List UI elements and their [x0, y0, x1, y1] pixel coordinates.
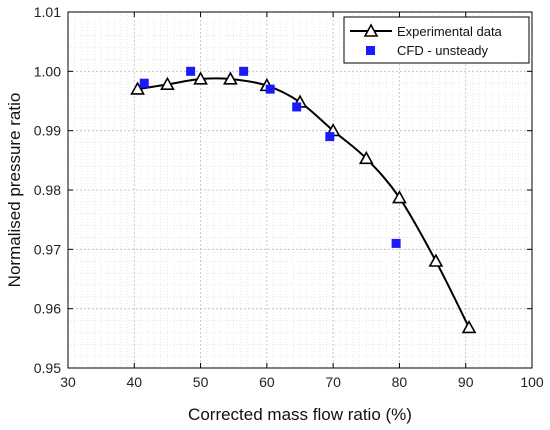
x-tick-label: 30 [60, 374, 76, 390]
series-layer [130, 66, 477, 334]
experimental-point [130, 81, 145, 95]
legend-triangle-marker [363, 23, 379, 37]
x-tick-label: 40 [126, 374, 142, 390]
y-axis-title: Normalised pressure ratio [5, 93, 24, 288]
y-tick-label: 1.00 [34, 63, 61, 79]
x-axis-title: Corrected mass flow ratio (%) [188, 405, 412, 424]
legend-box [343, 16, 530, 64]
x-tick-label: 100 [520, 374, 544, 390]
legend-label-cfd: CFD - unsteady [397, 43, 489, 58]
experimental-point [193, 71, 208, 85]
y-tick-label: 0.96 [34, 301, 61, 317]
cfd-point [325, 132, 335, 142]
legend-square-marker [366, 46, 375, 55]
legend-label-experimental: Experimental data [397, 24, 503, 39]
experimental-point [223, 71, 238, 85]
cfd-point [139, 78, 149, 88]
x-tick-label: 60 [259, 374, 275, 390]
y-tick-label: 0.99 [34, 123, 61, 139]
cfd-point [239, 66, 249, 76]
legend: Experimental data CFD - unsteady [343, 16, 530, 64]
cfd-point [292, 102, 302, 112]
cfd-point [265, 84, 275, 94]
experimental-point [160, 76, 175, 90]
y-tick-label: 0.97 [34, 241, 61, 257]
experimental-point [461, 320, 477, 334]
experimental-point [358, 150, 374, 165]
cfd-point [391, 238, 401, 248]
y-tick-label: 0.95 [34, 360, 61, 376]
y-axis-ticks: 0.95 0.96 0.97 0.98 0.99 1.00 1.01 [34, 4, 532, 376]
experimental-point [428, 253, 444, 267]
experimental-point [392, 190, 407, 204]
x-tick-label: 80 [392, 374, 408, 390]
y-tick-label: 0.98 [34, 182, 61, 198]
grid-major [68, 12, 532, 368]
cfd-point [186, 66, 196, 76]
x-axis-ticks: 30 40 50 60 70 80 90 100 [60, 12, 544, 390]
x-tick-label: 50 [193, 374, 209, 390]
y-tick-label: 1.01 [34, 4, 61, 20]
x-tick-label: 70 [325, 374, 341, 390]
x-tick-label: 90 [458, 374, 474, 390]
